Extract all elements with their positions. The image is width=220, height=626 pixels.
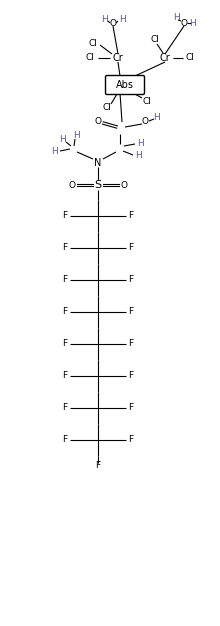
Text: F: F: [128, 339, 134, 349]
Text: Cl: Cl: [86, 53, 94, 63]
Text: Cr: Cr: [160, 53, 170, 63]
Text: Cl: Cl: [185, 53, 194, 63]
Text: F: F: [128, 404, 134, 413]
Text: H: H: [154, 113, 160, 123]
Text: F: F: [128, 436, 134, 444]
Text: Cr: Cr: [113, 53, 123, 63]
Text: Cl: Cl: [150, 36, 160, 44]
Text: H: H: [190, 19, 196, 28]
Text: F: F: [95, 461, 101, 471]
Text: F: F: [62, 212, 68, 220]
Text: F: F: [62, 404, 68, 413]
Text: H: H: [119, 14, 125, 24]
Text: Cl: Cl: [143, 96, 151, 106]
Text: F: F: [128, 371, 134, 381]
Text: O: O: [141, 118, 148, 126]
Text: O: O: [68, 180, 75, 190]
Text: O: O: [95, 118, 101, 126]
Text: O: O: [180, 19, 187, 28]
Text: Abs: Abs: [116, 80, 134, 90]
Text: N: N: [94, 158, 102, 168]
Text: S: S: [94, 180, 102, 190]
Text: O: O: [110, 19, 117, 28]
Text: H: H: [60, 135, 66, 145]
Text: H: H: [101, 14, 107, 24]
Text: O: O: [121, 180, 128, 190]
Text: F: F: [128, 307, 134, 317]
Text: F: F: [62, 339, 68, 349]
Text: F: F: [128, 275, 134, 284]
Text: F: F: [62, 275, 68, 284]
Text: F: F: [62, 371, 68, 381]
Text: F: F: [62, 436, 68, 444]
Text: F: F: [62, 244, 68, 252]
Text: H: H: [135, 151, 141, 160]
Text: H: H: [52, 148, 58, 156]
Text: H: H: [74, 131, 80, 140]
Text: F: F: [62, 307, 68, 317]
Text: Cl: Cl: [89, 39, 97, 48]
Text: H: H: [137, 138, 143, 148]
FancyBboxPatch shape: [106, 76, 145, 95]
Text: H: H: [173, 14, 179, 23]
Text: F: F: [128, 212, 134, 220]
Text: F: F: [128, 244, 134, 252]
Text: Cl: Cl: [103, 103, 112, 113]
